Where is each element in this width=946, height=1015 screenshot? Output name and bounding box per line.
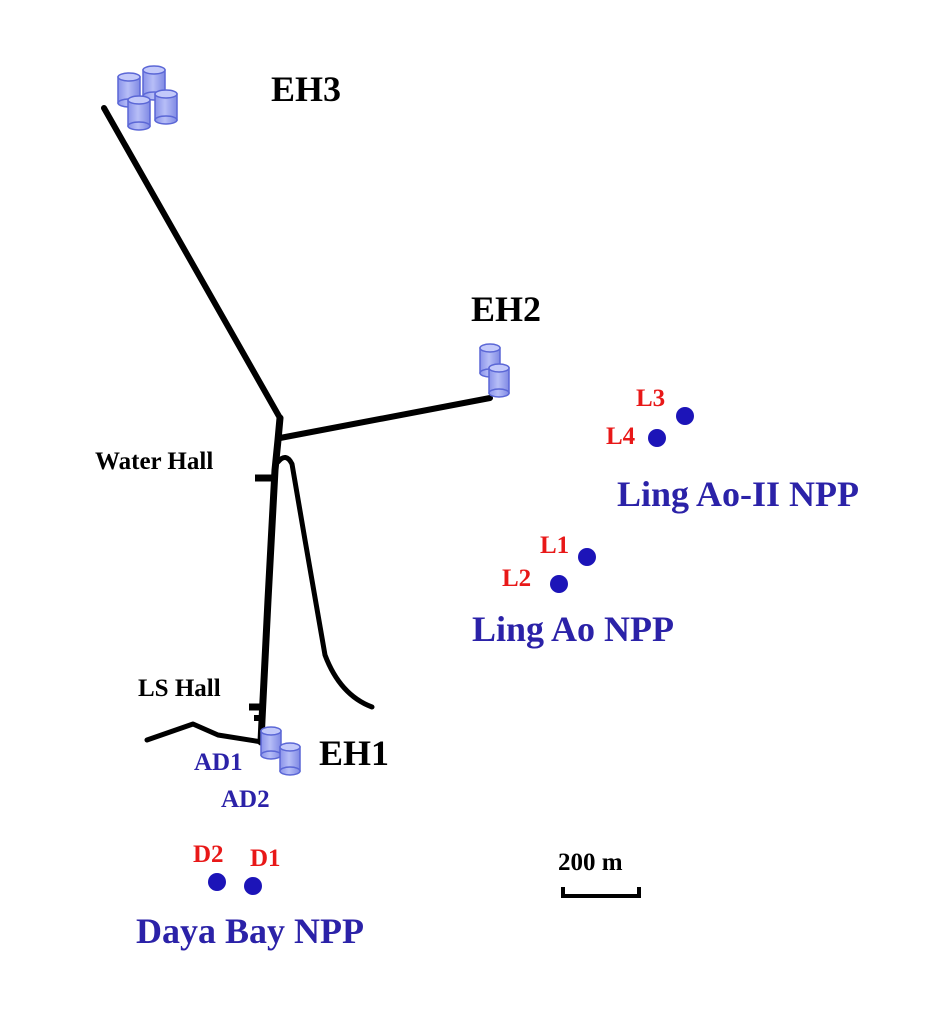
reactor-d1-label: D1 [250,845,281,872]
ad1-label: AD1 [194,749,243,776]
detector-icon [488,363,510,398]
detector-icon [154,89,178,125]
reactor-l4-marker [648,429,666,447]
main-tunnel-to-eh1 [257,414,284,746]
detector-icon [279,742,301,776]
tunnel-west-spur [144,721,265,745]
eh3-detectors [117,65,178,131]
reactor-l4-label: L4 [606,423,636,450]
eh3-label: EH3 [271,69,341,109]
water-hall-label: Water Hall [95,448,213,475]
ad2-label: AD2 [221,786,270,813]
tunnel-to-eh3 [101,105,283,421]
detector-icon [127,95,151,131]
tunnel-to-eh2 [277,395,493,441]
daya-bay-npp-label: Daya Bay NPP [136,911,364,951]
ling-ao-npp-label: Ling Ao NPP [472,609,674,649]
reactor-l2-label: L2 [502,565,531,592]
ls-hall-label: LS Hall [138,675,221,702]
eh1-label: EH1 [319,733,389,773]
reactor-markers [208,407,694,895]
reactor-d2-marker [208,873,226,891]
scale-bar [561,887,641,898]
tunnel-network [101,105,493,746]
reactor-l3-label: L3 [636,385,665,412]
eh2-label: EH2 [471,289,541,329]
detector-icon [260,726,282,760]
branch-tunnel-east [275,455,375,710]
reactor-d1-marker [244,877,262,895]
reactor-l1-marker [578,548,596,566]
reactor-l2-marker [550,575,568,593]
scale-bar-label: 200 m [558,849,623,876]
eh2-detectors [479,343,510,398]
scale-bar-line [561,887,641,898]
ling-ao-ii-npp-label: Ling Ao-II NPP [617,474,859,514]
reactor-d2-label: D2 [193,841,224,868]
detector-icon [142,65,166,101]
reactor-l3-marker [676,407,694,425]
eh1-detectors [260,726,301,776]
reactor-l1-label: L1 [540,532,569,559]
